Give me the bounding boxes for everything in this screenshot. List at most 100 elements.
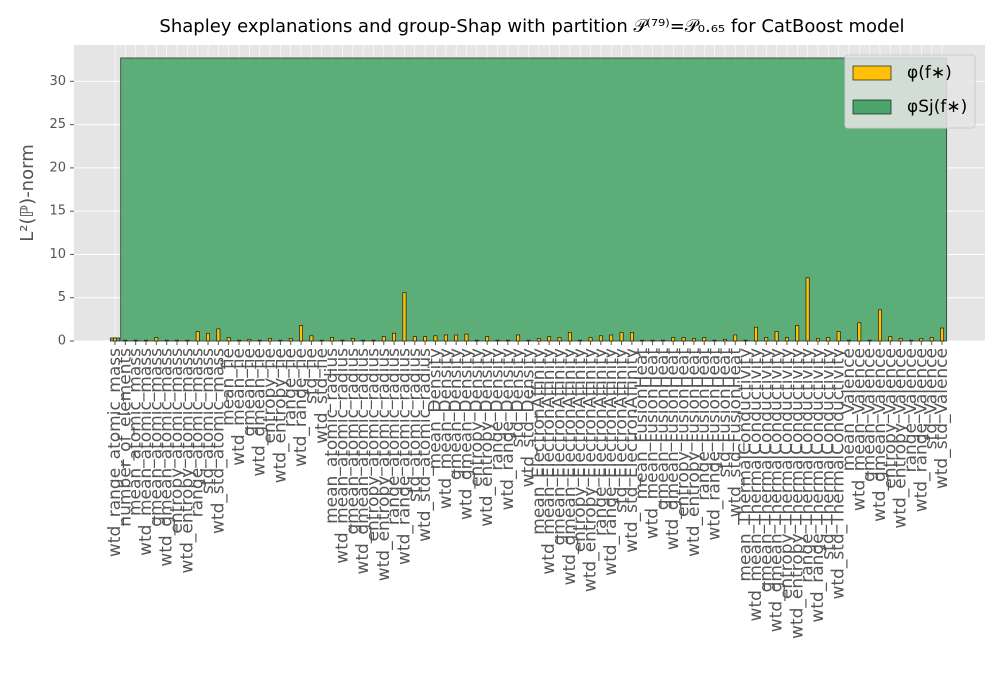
y-tick-label: 30 [49,74,66,89]
y-tick-label: 25 [49,117,66,132]
bar [805,277,810,342]
bar [847,339,851,342]
x-tick-label: wtd_std_ThermalConductivity [829,348,849,600]
x-tick-label: entropy_atomic_mass [167,348,187,534]
bar [609,334,614,342]
bar [257,339,262,342]
x-tick-label: wtd_std_FusionHeat [725,348,745,518]
x-tick-label: wtd_entropy_ElectronAffinity [581,348,601,592]
bar [361,339,366,342]
x-tick-label: mean_Valence [839,348,859,471]
bar [940,327,944,342]
bar [898,338,903,342]
bar [299,325,303,342]
bar [785,337,789,342]
x-tick-label: wtd_mean_fie [229,348,249,466]
bar [164,339,169,342]
x-tick-label: mean_fie [219,348,239,426]
bar [712,339,717,342]
bar [443,334,448,342]
y-tick-label: 10 [49,247,66,262]
legend-swatch [852,65,892,81]
x-tick-label: wtd_range_fie [291,348,311,467]
bar [754,326,758,342]
x-tick-label: entropy_ThermalConductivity [777,348,797,599]
x-tick-label: wtd_entropy_atomic_radius [374,348,394,581]
x-tick-label: std_Density [508,348,528,447]
x-tick-label: std_ElectronAffinity [612,348,632,513]
x-tick-label: wtd_mean_ElectronAffinity [539,348,559,575]
x-tick-label: gmean_ThermalConductivity [756,348,776,592]
x-tick-label: std_atomic_radius [405,348,425,502]
x-tick-label: wtd_range_atomic_mass [105,348,125,557]
bar [381,336,386,342]
x-tick-label: mean_FusionHeat [632,348,652,500]
bar [175,339,179,342]
bar [702,337,707,342]
x-tick-label: wtd_mean_atomic_mass [136,348,156,556]
y-tick-label: 5 [58,290,66,305]
bar [392,332,397,342]
x-tick-label: gmean_ElectronAffinity [550,348,570,546]
x-tick-label: wtd_gmean_Density [456,348,476,520]
bar [929,337,934,342]
bar [640,339,645,342]
bar [764,337,769,342]
bar [412,336,417,342]
bar [454,334,459,342]
bar [123,339,128,342]
x-tick-label: wtd_gmean_fie [250,348,270,477]
group-bar [120,57,948,342]
x-tick-label: wtd_std_atomic_radius [415,348,435,542]
bar [557,337,562,342]
bar [909,339,913,342]
x-tick-label: mean_ThermalConductivity [736,348,756,582]
x-tick-label: wtd_range_FusionHeat [705,348,725,541]
x-tick-label: wtd_entropy_Valence [891,348,911,529]
x-tick-label: wtd_range_ThermalConductivity [808,348,828,623]
x-tick-label: wtd_std_atomic_mass [208,348,228,534]
x-tick-label: std_ThermalConductivity [818,348,838,560]
legend-swatch [852,99,892,115]
bar [795,325,800,342]
bar [371,339,376,342]
x-tick-label: range_ElectronAffinity [591,348,611,536]
bar [867,339,872,342]
x-tick-label: wtd_gmean_Valence [870,348,890,522]
bar [743,339,748,342]
bar [330,337,334,342]
bar [629,332,634,342]
bar [268,338,272,342]
bar [216,328,221,342]
bar [206,332,210,342]
bar [836,331,841,342]
x-tick-label: wtd_std_fie [312,348,332,444]
bar [919,338,924,342]
bar [816,338,820,342]
x-tick-label: wtd_mean_Density [436,348,456,509]
legend-label: φ(f∗) [907,63,952,83]
bar [133,339,138,342]
x-tick-label: mean_Density [425,348,445,469]
y-tick-label: 15 [49,204,66,219]
bar [681,337,686,342]
bar [485,336,490,342]
x-tick-label: std_Valence [922,348,942,449]
bar [505,339,510,342]
x-tick-label: wtd_gmean_ThermalConductivity [767,348,787,632]
bar [878,309,882,342]
x-tick-label: wtd_gmean_ElectronAffinity [560,348,580,585]
bar [237,339,241,342]
bar [588,337,593,342]
x-tick-label: std_fie [301,348,321,404]
x-tick-label: wtd_range_ElectronAffinity [601,348,621,576]
bar [723,338,727,342]
bar [691,338,696,342]
legend-label: φSj(f∗) [907,97,967,117]
x-tick-label: entropy_atomic_radius [363,348,383,542]
bar [154,337,159,342]
x-tick-label: wtd_range_atomic_radius [394,348,414,565]
y-axis-label: L²(ℙ)-norm [17,144,38,241]
bar [433,335,438,342]
